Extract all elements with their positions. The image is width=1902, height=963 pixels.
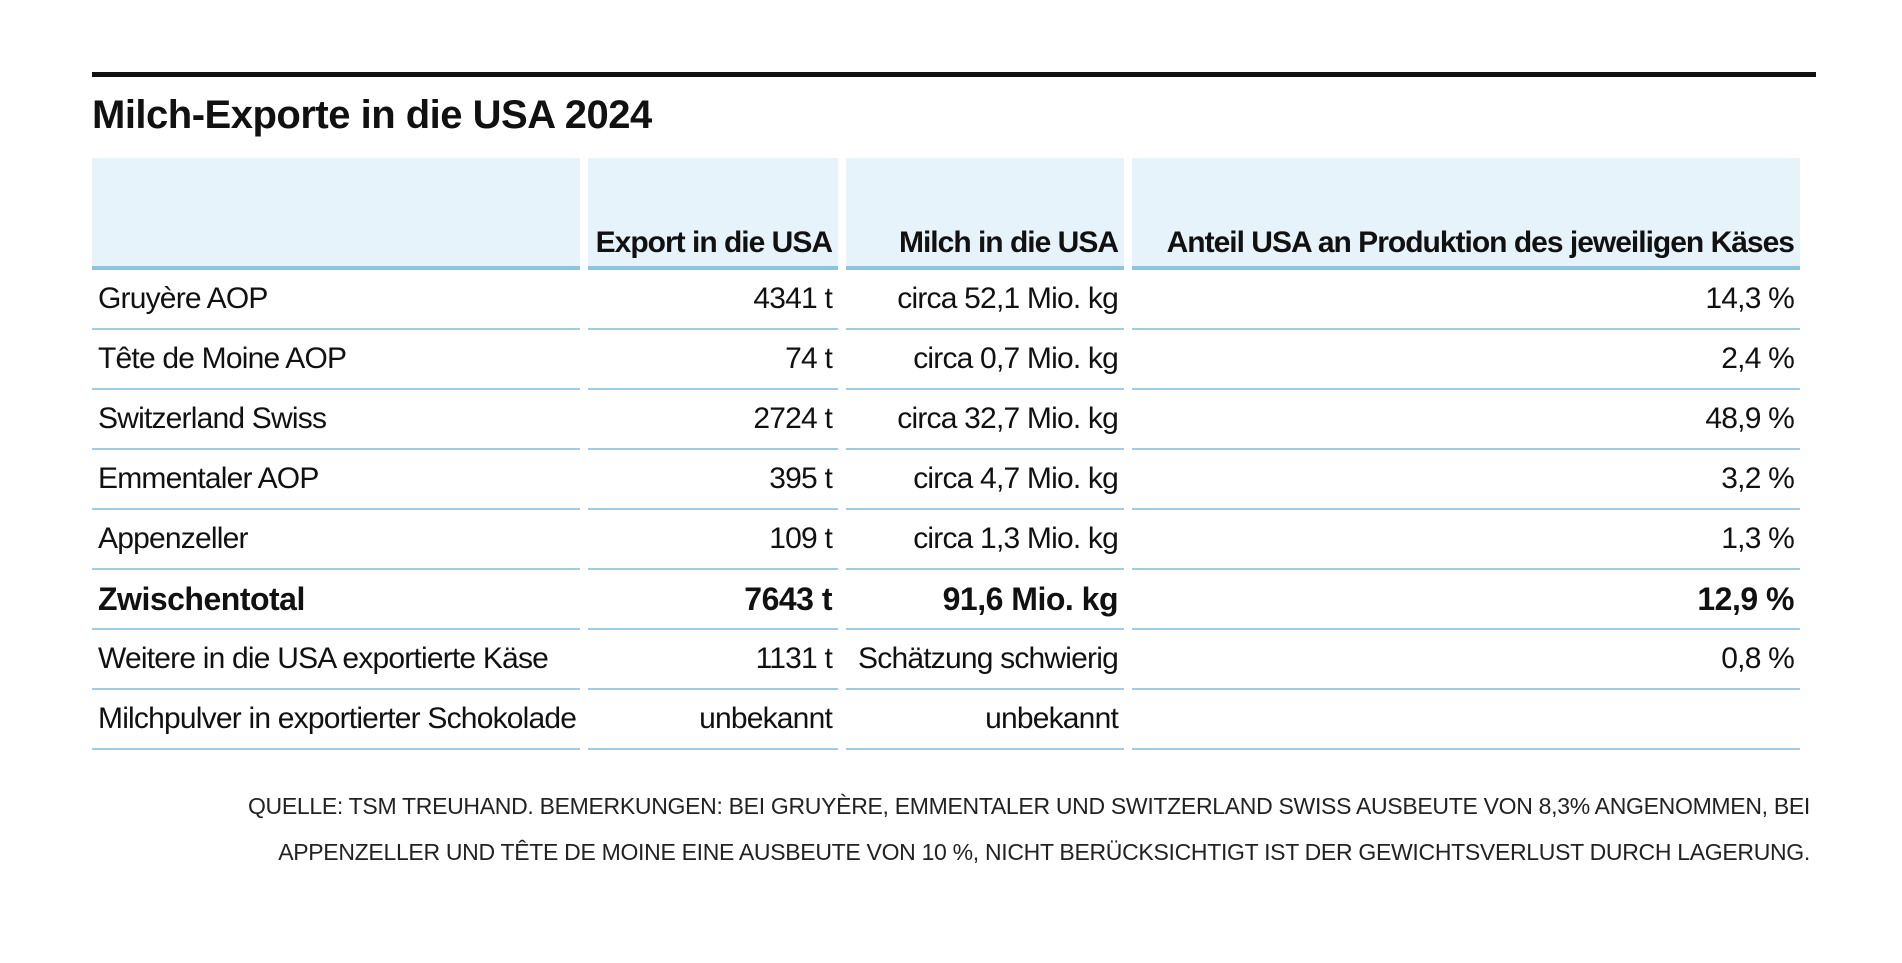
cell-export: 74 t xyxy=(588,330,838,390)
source-note: QUELLE: TSM TREUHAND. BEMERKUNGEN: BEI G… xyxy=(110,783,1810,875)
cell-milk: unbekannt xyxy=(846,690,1124,750)
cell-name: Tête de Moine AOP xyxy=(92,330,580,390)
cell-milk: circa 4,7 Mio. kg xyxy=(846,450,1124,510)
cell-milk: circa 32,7 Mio. kg xyxy=(846,390,1124,450)
cell-export: unbekannt xyxy=(588,690,838,750)
cell-share: 1,3 % xyxy=(1132,510,1800,570)
cell-milk: 91,6 Mio. kg xyxy=(846,570,1124,630)
header-cell-share: Anteil USA an Produktion des jeweiligen … xyxy=(1132,158,1800,270)
cell-share xyxy=(1132,690,1800,750)
cell-name: Gruyère AOP xyxy=(92,270,580,330)
table-row: Weitere in die USA exportierte Käse 1131… xyxy=(92,630,1800,690)
source-line-2: APPENZELLER UND TÊTE DE MOINE EINE AUSBE… xyxy=(278,839,1810,865)
cell-name: Appenzeller xyxy=(92,510,580,570)
subtotal-row: Zwischentotal 7643 t 91,6 Mio. kg 12,9 % xyxy=(92,570,1800,630)
cell-share: 14,3 % xyxy=(1132,270,1800,330)
cell-export: 4341 t xyxy=(588,270,838,330)
table-row: Switzerland Swiss 2724 t circa 32,7 Mio.… xyxy=(92,390,1800,450)
data-table: Export in die USA Milch in die USA Antei… xyxy=(84,158,1808,750)
cell-milk: circa 52,1 Mio. kg xyxy=(846,270,1124,330)
cell-name: Zwischentotal xyxy=(92,570,580,630)
top-rule xyxy=(92,72,1816,77)
table-row: Milchpulver in exportierter Schokolade u… xyxy=(92,690,1800,750)
table-row: Gruyère AOP 4341 t circa 52,1 Mio. kg 14… xyxy=(92,270,1800,330)
cell-name: Emmentaler AOP xyxy=(92,450,580,510)
cell-milk: Schätzung schwierig xyxy=(846,630,1124,690)
cell-milk: circa 1,3 Mio. kg xyxy=(846,510,1124,570)
cell-share: 0,8 % xyxy=(1132,630,1800,690)
cell-name: Switzerland Swiss xyxy=(92,390,580,450)
cell-share: 48,9 % xyxy=(1132,390,1800,450)
cell-export: 109 t xyxy=(588,510,838,570)
cell-export: 395 t xyxy=(588,450,838,510)
cell-milk: circa 0,7 Mio. kg xyxy=(846,330,1124,390)
page-title: Milch-Exporte in die USA 2024 xyxy=(92,93,652,137)
table-row: Emmentaler AOP 395 t circa 4,7 Mio. kg 3… xyxy=(92,450,1800,510)
table-row: Tête de Moine AOP 74 t circa 0,7 Mio. kg… xyxy=(92,330,1800,390)
cell-share: 3,2 % xyxy=(1132,450,1800,510)
cell-export: 1131 t xyxy=(588,630,838,690)
header-cell-milk: Milch in die USA xyxy=(846,158,1124,270)
cell-export: 2724 t xyxy=(588,390,838,450)
cell-share: 12,9 % xyxy=(1132,570,1800,630)
table-row: Appenzeller 109 t circa 1,3 Mio. kg 1,3 … xyxy=(92,510,1800,570)
cell-name: Weitere in die USA exportierte Käse xyxy=(92,630,580,690)
cell-name: Milchpulver in exportierter Schokolade xyxy=(92,690,580,750)
header-row: Export in die USA Milch in die USA Antei… xyxy=(92,158,1800,270)
cell-share: 2,4 % xyxy=(1132,330,1800,390)
header-cell-name xyxy=(92,158,580,270)
source-line-1: QUELLE: TSM TREUHAND. BEMERKUNGEN: BEI G… xyxy=(247,793,1810,819)
header-cell-export: Export in die USA xyxy=(588,158,838,270)
cell-export: 7643 t xyxy=(588,570,838,630)
